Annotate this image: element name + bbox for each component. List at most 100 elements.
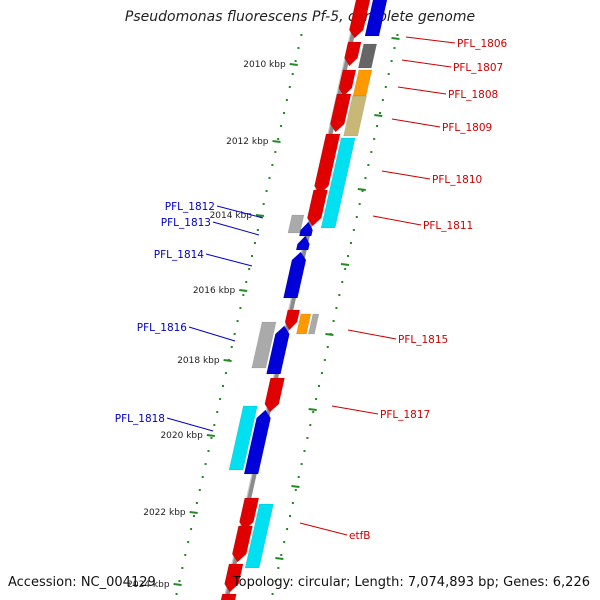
accession-text: Accession: NC_004129	[8, 575, 156, 590]
track-dot	[352, 229, 355, 231]
kbp-tick-label: 2024 kbp	[127, 580, 170, 590]
track-dot	[219, 398, 222, 400]
kbp-major-tick	[223, 359, 232, 362]
track-dot	[341, 281, 344, 283]
gene-arrow-pfl-1814	[283, 251, 307, 299]
track-dot	[245, 281, 248, 283]
track-dot	[192, 515, 195, 517]
label-pfl-1817-leader	[331, 405, 379, 415]
track-dot	[268, 177, 271, 179]
track-dot	[370, 151, 373, 153]
accession-value: NC_004129	[80, 575, 156, 590]
track-dot	[297, 476, 300, 478]
label-pfl-1818: PFL_1818	[115, 413, 165, 425]
label-etfB-leader	[299, 522, 348, 536]
track-dot	[207, 450, 210, 452]
track-dot	[387, 73, 390, 75]
gene-arrow-etfB-b	[232, 525, 253, 563]
kbp-major-tick-right	[275, 557, 284, 560]
label-pfl-1818-leader	[166, 417, 214, 432]
gene-box-reverse-top	[364, 0, 388, 37]
track-dot	[347, 255, 350, 257]
left-tick-track	[175, 34, 303, 595]
track-dot	[282, 112, 285, 114]
track-dot	[384, 86, 387, 88]
label-pfl-1808-leader	[397, 86, 447, 95]
gene-arrow-pfl-1807	[344, 41, 362, 67]
gene-box-pfl-1809	[343, 95, 367, 137]
track-dot	[300, 463, 303, 465]
kbp-tick-label: 2010 kbp	[243, 60, 286, 70]
kbp-major-tick-right	[308, 408, 317, 411]
track-dot	[364, 177, 367, 179]
kbp-major-tick-right	[291, 485, 300, 488]
gene-box-pfl-1815-orange	[296, 313, 312, 335]
label-pfl-1809-leader	[391, 118, 441, 128]
gene-arrow-pfl-1817	[264, 377, 285, 413]
track-dot	[320, 372, 323, 374]
track-dot	[222, 385, 225, 387]
track-dot	[184, 554, 187, 556]
track-dot	[390, 60, 393, 62]
gene-box-pfl-1808	[352, 69, 373, 97]
kbp-major-tick-right	[391, 37, 400, 40]
label-pfl-1815: PFL_1815	[398, 334, 448, 346]
gene-arrow-pfl-1816	[266, 325, 290, 375]
track-dot	[210, 437, 213, 439]
track-dot	[349, 242, 352, 244]
kbp-major-tick-right	[374, 114, 383, 117]
track-dot	[265, 190, 268, 192]
track-dot	[253, 242, 256, 244]
kbp-tick-label: 2014 kbp	[210, 211, 253, 221]
topology-text: Topology: circular; Length: 7,074,893 bp…	[232, 575, 590, 590]
label-etfB: etfB	[349, 530, 370, 542]
track-dot	[381, 99, 384, 101]
gene-arrow-bottom-a	[224, 563, 244, 593]
track-dot	[242, 294, 245, 296]
gene-box-pfl-1810-cyan	[320, 137, 356, 229]
topology-summary: Topology: circular; Length: 7,074,893 bp…	[233, 575, 590, 590]
track-dot	[358, 203, 361, 205]
gene-box-pfl-1818-cyan	[228, 405, 258, 471]
track-dot	[201, 476, 204, 478]
track-dot	[288, 515, 291, 517]
kbp-major-tick-right	[357, 188, 366, 191]
label-pfl-1813: PFL_1813	[161, 217, 211, 229]
track-dot	[338, 294, 341, 296]
label-pfl-1812-leader	[216, 205, 264, 219]
gene-arrow-pfl-1806	[349, 0, 371, 39]
gene-arrow-bottom-b	[220, 593, 237, 600]
track-dot	[187, 541, 190, 543]
track-dot	[280, 554, 283, 556]
track-dot	[286, 528, 289, 530]
kbp-tick-label: 2012 kbp	[226, 137, 269, 147]
track-dot	[178, 580, 181, 582]
track-dot	[378, 112, 381, 114]
track-dot	[190, 528, 193, 530]
kbp-tick-label: 2016 kbp	[193, 286, 236, 296]
kbp-tick-label: 2018 kbp	[177, 356, 220, 366]
track-dot	[280, 125, 283, 127]
track-dot	[262, 203, 265, 205]
kbp-major-tick	[173, 583, 182, 586]
label-pfl-1811-leader	[372, 215, 422, 226]
track-dot	[300, 34, 303, 36]
track-dot	[294, 60, 297, 62]
track-dot	[306, 437, 309, 439]
track-dot	[291, 502, 294, 504]
label-pfl-1810: PFL_1810	[432, 174, 482, 186]
track-dot	[309, 424, 312, 426]
kbp-tick-label: 2020 kbp	[160, 431, 203, 441]
gene-box-pfl-1815-gray	[308, 313, 320, 335]
gene-box-pfl-1816-gray	[251, 321, 277, 369]
track-dot	[315, 398, 318, 400]
track-dot	[376, 125, 379, 127]
label-pfl-1814: PFL_1814	[154, 249, 205, 261]
gene-arrow-pfl-1813b	[295, 235, 310, 251]
kbp-major-tick-right	[325, 333, 334, 336]
kbp-tick-label: 2022 kbp	[143, 508, 186, 518]
track-dot	[396, 34, 399, 36]
kbp-major-tick	[206, 434, 215, 437]
track-dot	[277, 567, 280, 569]
